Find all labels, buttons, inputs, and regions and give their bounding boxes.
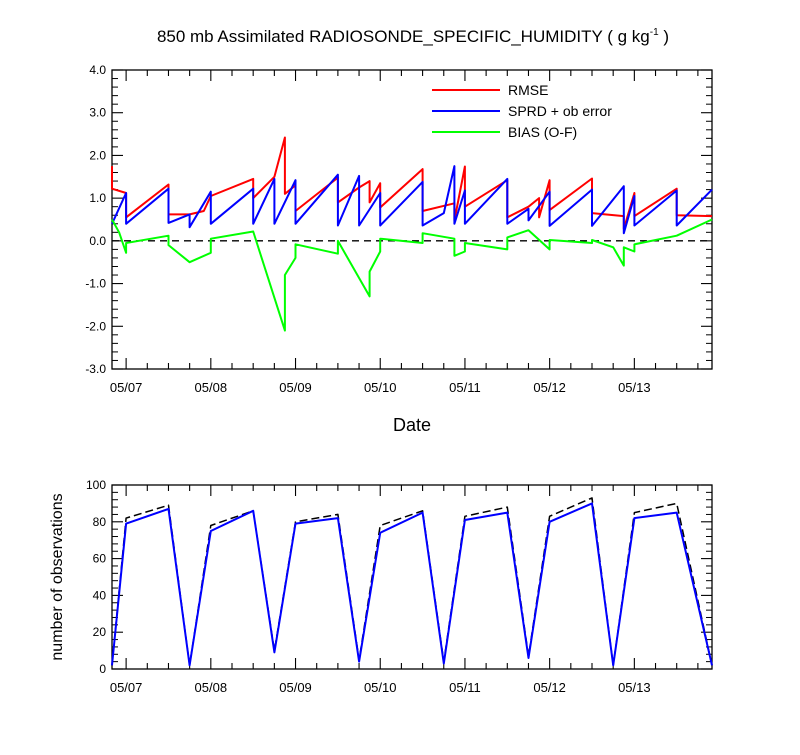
y-tick-label: 20 xyxy=(93,625,107,639)
y-tick-label: 40 xyxy=(93,588,107,602)
legend-label-1: SPRD + ob error xyxy=(508,103,612,119)
series-line-2 xyxy=(111,218,713,332)
x-tick-label: 05/08 xyxy=(195,380,228,395)
legend-label-0: RMSE xyxy=(508,82,548,98)
chart-title: 850 mb Assimilated RADIOSONDE_SPECIFIC_H… xyxy=(157,27,669,46)
x-tick-label: 05/07 xyxy=(110,380,143,395)
y-tick-label: 0 xyxy=(99,662,106,676)
x-tick-label: 05/10 xyxy=(364,380,397,395)
y-tick-label: 2.0 xyxy=(89,148,106,162)
y-tick-label: 3.0 xyxy=(89,106,106,120)
top-chart: -3.0 -2.0 -1.0 0.0 1.0 2.0 3.0 4.0 05/07 05/08 05/… xyxy=(85,63,713,435)
series-line-1 xyxy=(111,165,713,235)
x-tick-label: 05/12 xyxy=(533,680,566,695)
x-tick-label: 05/08 xyxy=(195,680,228,695)
chart-title-end: ) xyxy=(659,27,669,46)
y-axis-label: number of observations xyxy=(49,493,66,660)
series-line-0 xyxy=(111,136,713,230)
x-axis-label: Date xyxy=(393,415,431,435)
y-tick-label: 1.0 xyxy=(89,191,106,205)
plot-frame xyxy=(111,484,713,670)
y-tick-label: 0.0 xyxy=(89,234,106,248)
x-tick-label: 05/11 xyxy=(449,680,481,695)
x-tick-label: 05/09 xyxy=(279,680,312,695)
x-tick-label: 05/11 xyxy=(449,380,481,395)
x-tick-label: 05/09 xyxy=(279,380,312,395)
plot-frame xyxy=(111,69,713,370)
x-tick-label: 05/10 xyxy=(364,680,397,695)
series-line-1 xyxy=(111,502,713,667)
legend-label-2: BIAS (O-F) xyxy=(508,124,577,140)
chart-title-superscript: -1 xyxy=(650,27,659,38)
y-tick-label: 4.0 xyxy=(89,63,106,77)
y-tick-label: 60 xyxy=(93,552,107,566)
x-tick-label: 05/13 xyxy=(618,680,651,695)
y-tick-label: -3.0 xyxy=(85,362,106,376)
y-tick-label: -1.0 xyxy=(85,277,106,291)
bottom-chart: 0 20 40 60 80 100 05/07 05/08 05/09 05/10 05/11 05/… xyxy=(49,478,713,695)
chart-title-main: 850 mb Assimilated RADIOSONDE_SPECIFIC_H… xyxy=(157,27,650,46)
x-tick-label: 05/12 xyxy=(533,380,566,395)
y-tick-label: -2.0 xyxy=(85,319,106,333)
x-tick-label: 05/07 xyxy=(110,680,143,695)
y-tick-label: 80 xyxy=(93,515,107,529)
y-tick-label: 100 xyxy=(86,478,106,492)
x-tick-label: 05/13 xyxy=(618,380,651,395)
